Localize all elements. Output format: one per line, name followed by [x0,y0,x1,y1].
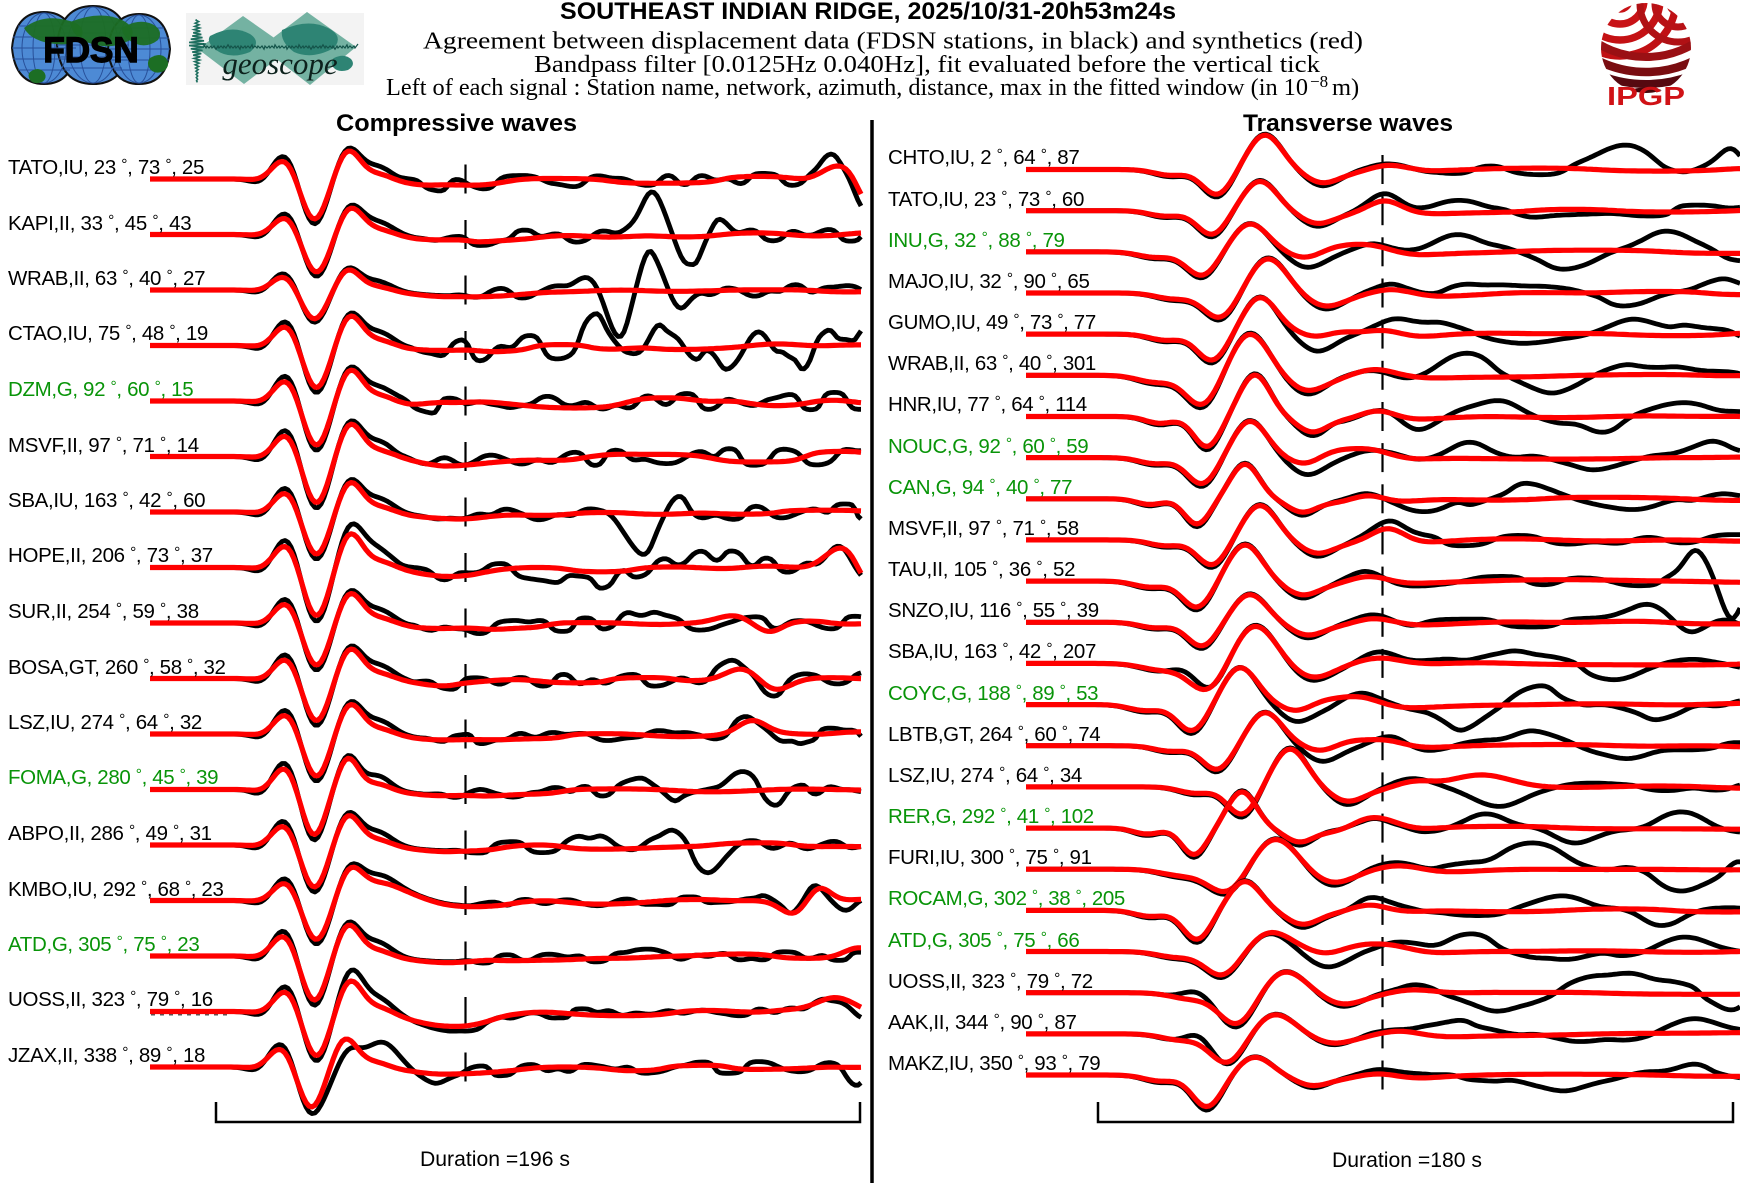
svg-text:HNR,IU, 77 °, 64 °, 114: HNR,IU, 77 °, 64 °, 114 [888,393,1087,416]
svg-text:ABPO,II, 286 °, 49 °, 31: ABPO,II, 286 °, 49 °, 31 [8,822,212,845]
svg-text:SOUTHEAST INDIAN RIDGE, 2025/1: SOUTHEAST INDIAN RIDGE, 2025/10/31-20h53… [560,0,1176,25]
svg-text:m): m) [1332,74,1359,101]
svg-text:CAN,G, 94 °, 40 °, 77: CAN,G, 94 °, 40 °, 77 [888,476,1072,499]
svg-text:FURI,IU, 300 °, 75 °, 91: FURI,IU, 300 °, 75 °, 91 [888,846,1092,869]
svg-text:AAK,II, 344 °, 90 °, 87: AAK,II, 344 °, 90 °, 87 [888,1011,1077,1034]
svg-text:COYC,G, 188 °, 89 °, 53: COYC,G, 188 °, 89 °, 53 [888,682,1098,705]
svg-text:Agreement between displacement: Agreement between displacement data (FDS… [423,28,1363,55]
svg-text:BOSA,GT, 260 °, 58 °, 32: BOSA,GT, 260 °, 58 °, 32 [8,656,226,679]
svg-text:LBTB,GT, 264 °, 60 °, 74: LBTB,GT, 264 °, 60 °, 74 [888,723,1100,746]
svg-text:ROCAM,G, 302 °, 38 °, 205: ROCAM,G, 302 °, 38 °, 205 [888,887,1125,910]
svg-text:geoscope: geoscope [222,46,338,81]
svg-text:SBA,IU, 163 °, 42 °, 207: SBA,IU, 163 °, 42 °, 207 [888,640,1096,663]
svg-text:MSVF,II, 97 °, 71 °, 58: MSVF,II, 97 °, 71 °, 58 [888,517,1079,540]
svg-text:TATO,IU, 23 °, 73 °, 60: TATO,IU, 23 °, 73 °, 60 [888,188,1084,211]
svg-text:NOUC,G, 92 °, 60 °, 59: NOUC,G, 92 °, 60 °, 59 [888,435,1088,458]
svg-text:LSZ,IU, 274 °, 64 °, 32: LSZ,IU, 274 °, 64 °, 32 [8,711,202,734]
svg-text:TAU,II, 105 °, 36 °, 52: TAU,II, 105 °, 36 °, 52 [888,558,1075,581]
svg-text:Bandpass filter [0.0125Hz 0.04: Bandpass filter [0.0125Hz 0.040Hz], fit … [534,51,1321,78]
svg-text:UOSS,II, 323 °, 79 °, 16: UOSS,II, 323 °, 79 °, 16 [8,988,213,1011]
svg-text:MAJO,IU, 32 °, 90 °, 65: MAJO,IU, 32 °, 90 °, 65 [888,270,1090,293]
svg-text:MSVF,II, 97 °, 71 °, 14: MSVF,II, 97 °, 71 °, 14 [8,434,199,457]
svg-text:TATO,IU, 23 °, 73 °, 25: TATO,IU, 23 °, 73 °, 25 [8,156,204,179]
svg-text:Compressive waves: Compressive waves [336,110,577,137]
svg-text:SUR,II, 254 °, 59 °, 38: SUR,II, 254 °, 59 °, 38 [8,600,199,623]
svg-text:Left of each signal : Station: Left of each signal : Station name, netw… [386,74,1308,101]
svg-text:IPGP: IPGP [1607,81,1685,111]
svg-text:HOPE,II, 206 °, 73 °, 37: HOPE,II, 206 °, 73 °, 37 [8,544,213,567]
svg-text:−8: −8 [1310,72,1328,91]
svg-text:KAPI,II, 33 °, 45 °, 43: KAPI,II, 33 °, 45 °, 43 [8,212,191,235]
svg-text:Duration =196 s: Duration =196 s [420,1147,570,1171]
svg-text:RER,G, 292 °, 41 °, 102: RER,G, 292 °, 41 °, 102 [888,805,1094,828]
svg-text:KMBO,IU, 292 °, 68 °, 23: KMBO,IU, 292 °, 68 °, 23 [8,878,224,901]
svg-text:JZAX,II, 338 °, 89 °, 18: JZAX,II, 338 °, 89 °, 18 [8,1044,205,1067]
svg-text:WRAB,II, 63 °, 40 °, 27: WRAB,II, 63 °, 40 °, 27 [8,267,205,290]
svg-text:Transverse waves: Transverse waves [1243,110,1453,137]
svg-text:SBA,IU, 163 °, 42 °, 60: SBA,IU, 163 °, 42 °, 60 [8,489,205,512]
svg-text:SNZO,IU, 116 °, 55 °, 39: SNZO,IU, 116 °, 55 °, 39 [888,599,1099,622]
svg-text:UOSS,II, 323 °, 79 °, 72: UOSS,II, 323 °, 79 °, 72 [888,970,1093,993]
svg-text:FOMA,G, 280 °, 45 °, 39: FOMA,G, 280 °, 45 °, 39 [8,766,218,789]
svg-text:INU,G, 32 °, 88 °, 79: INU,G, 32 °, 88 °, 79 [888,229,1065,252]
svg-text:MAKZ,IU, 350 °, 93 °, 79: MAKZ,IU, 350 °, 93 °, 79 [888,1052,1100,1075]
svg-text:ATD,G, 305 °, 75 °, 23: ATD,G, 305 °, 75 °, 23 [8,933,199,956]
svg-text:GUMO,IU, 49 °, 73 °, 77: GUMO,IU, 49 °, 73 °, 77 [888,311,1096,334]
svg-text:CHTO,IU, 2 °, 64 °, 87: CHTO,IU, 2 °, 64 °, 87 [888,146,1079,169]
svg-text:DZM,G, 92 °, 60 °, 15: DZM,G, 92 °, 60 °, 15 [8,378,193,401]
svg-text:CTAO,IU, 75 °, 48 °, 19: CTAO,IU, 75 °, 48 °, 19 [8,322,208,345]
svg-text:FDSN: FDSN [43,31,138,70]
svg-text:LSZ,IU, 274 °, 64 °, 34: LSZ,IU, 274 °, 64 °, 34 [888,764,1082,787]
svg-text:WRAB,II, 63 °, 40 °, 301: WRAB,II, 63 °, 40 °, 301 [888,352,1096,375]
svg-text:Duration =180 s: Duration =180 s [1332,1148,1482,1172]
svg-text:ATD,G, 305 °, 75 °, 66: ATD,G, 305 °, 75 °, 66 [888,929,1079,952]
